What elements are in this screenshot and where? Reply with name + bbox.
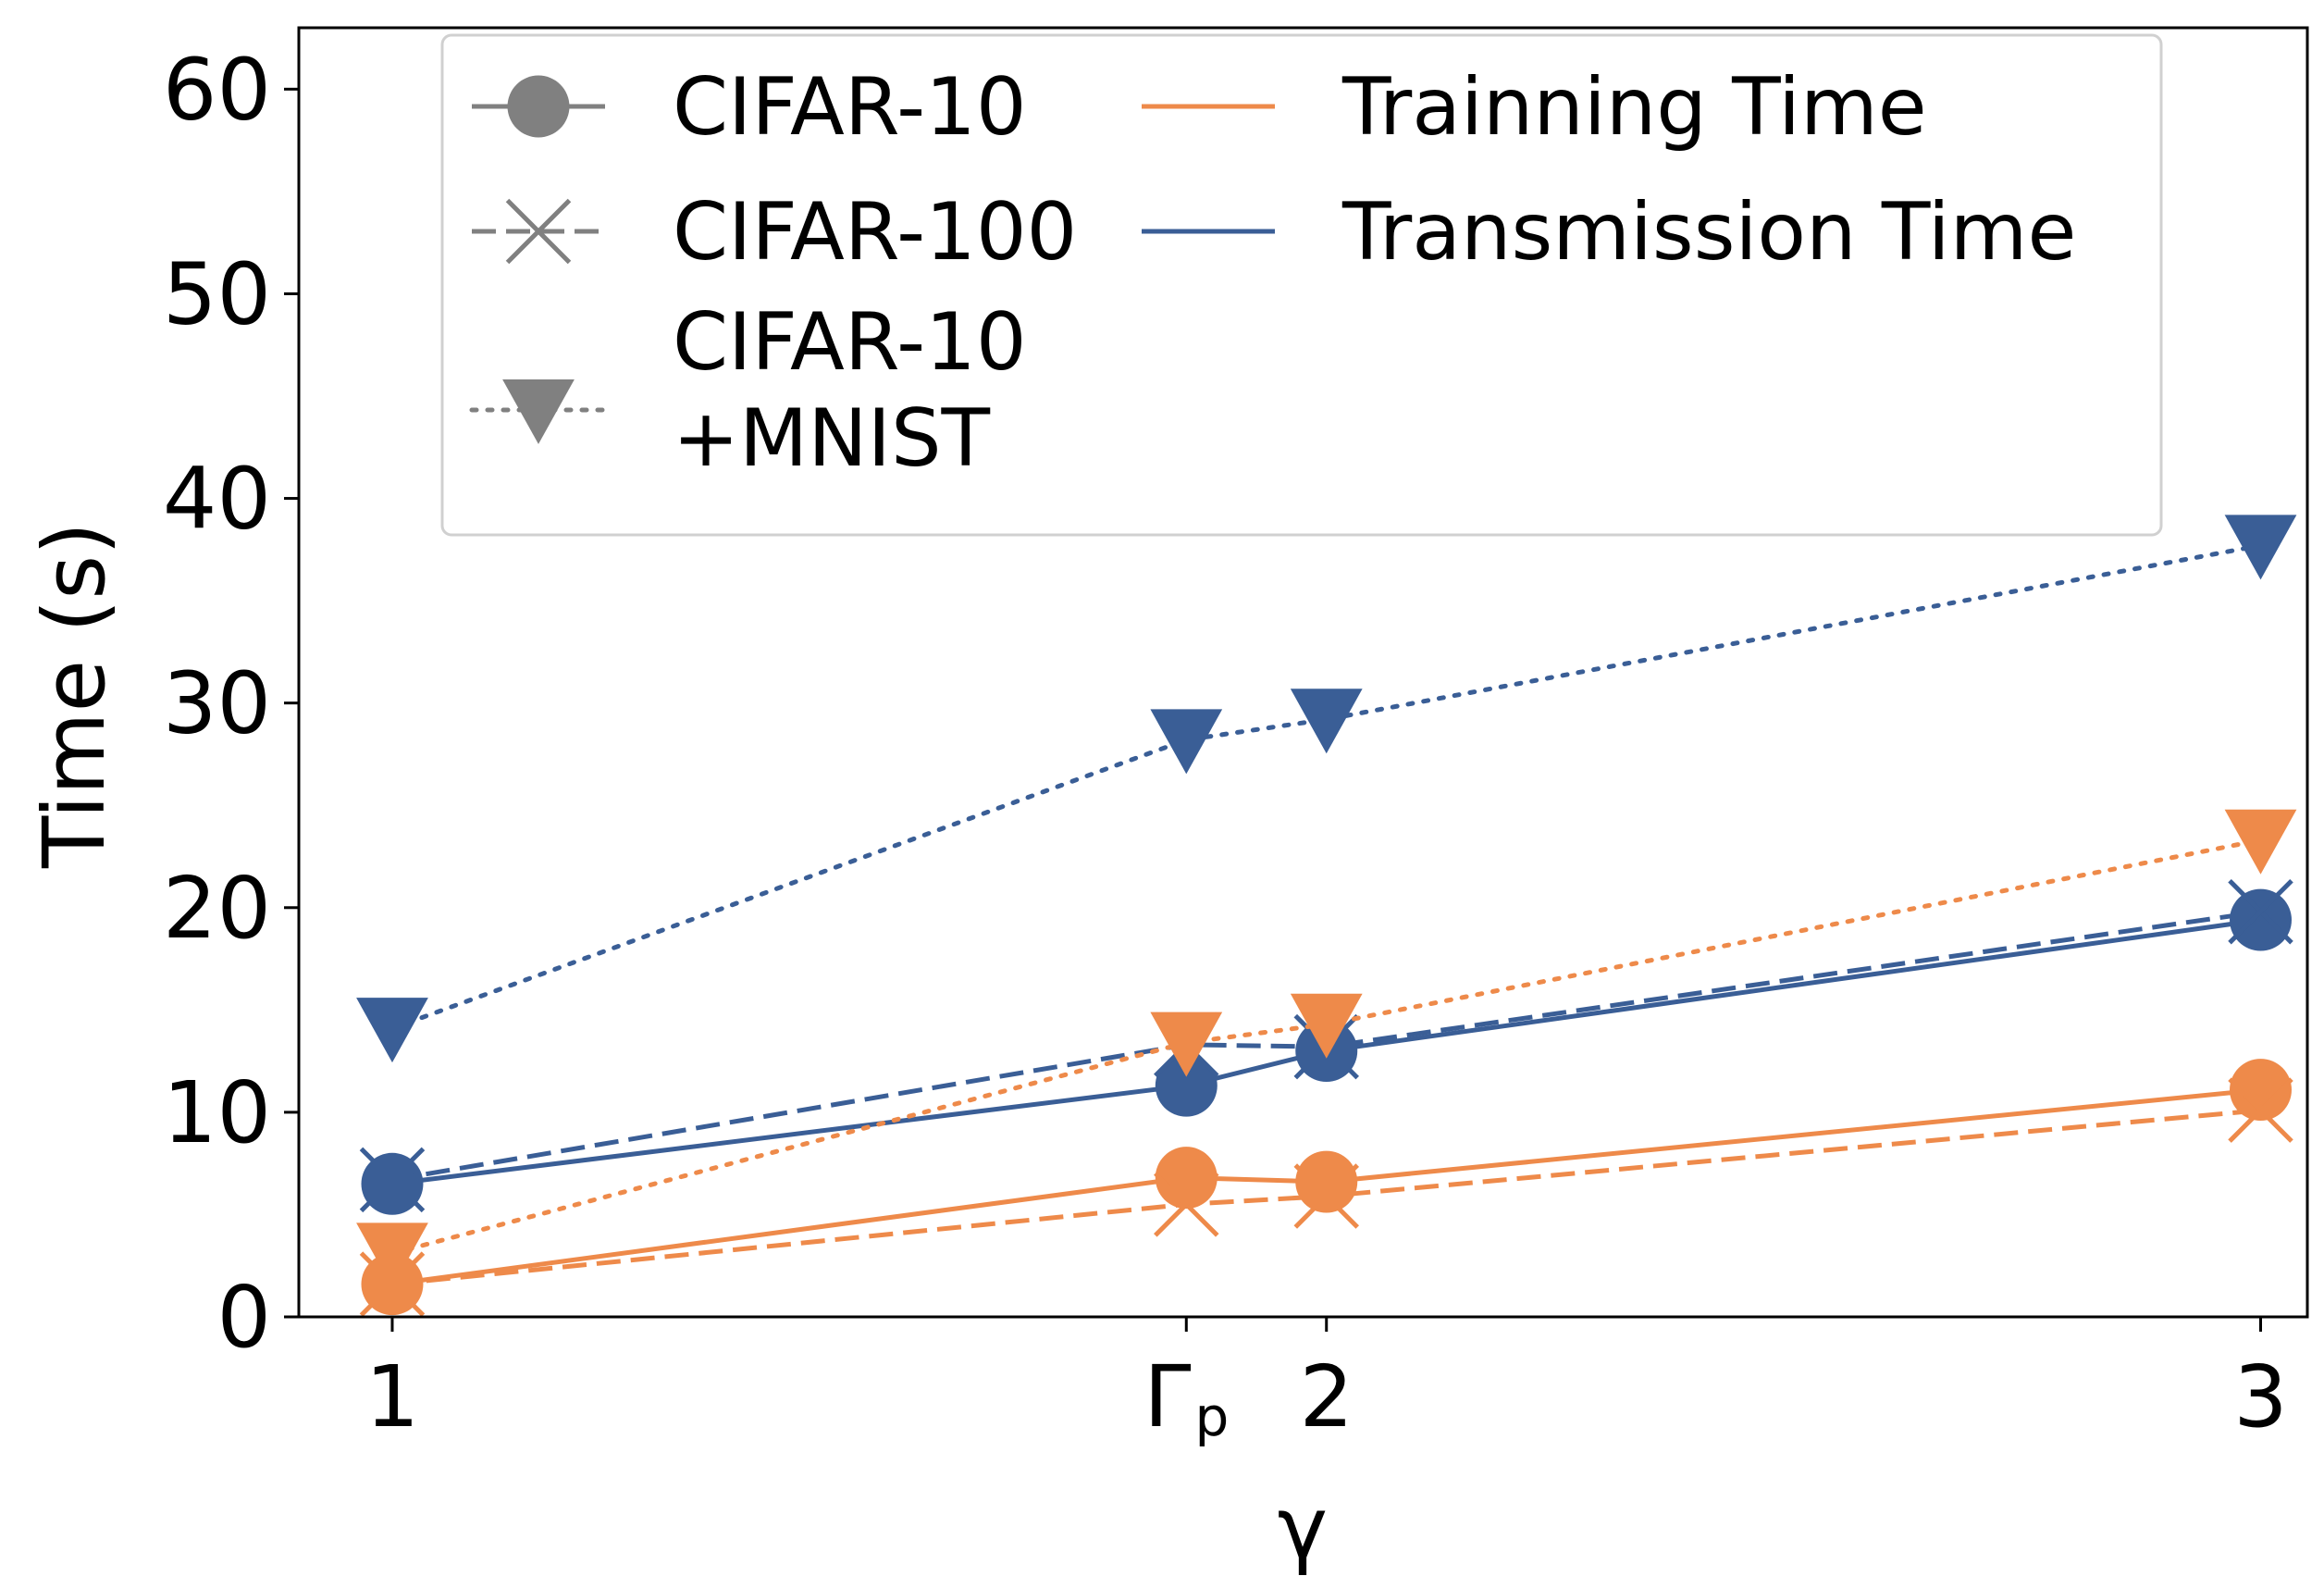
data-point [356, 998, 428, 1063]
legend-label: Trainning Time [1341, 61, 1927, 154]
series-line [389, 838, 2264, 1256]
y-tick-label: 10 [163, 1063, 271, 1162]
data-point [1293, 1163, 1359, 1229]
data-point [2230, 888, 2292, 951]
data-point [2228, 1077, 2293, 1143]
legend-item-metric-0: Trainning Time [1142, 61, 1927, 154]
data-point [2228, 878, 2293, 945]
data-point [359, 1147, 426, 1213]
data-point [1154, 1172, 1219, 1237]
plot-area [356, 515, 2297, 1317]
legend-marker [505, 198, 572, 265]
legend-item-metric-1: Transmission Time [1142, 186, 2076, 279]
y-tick-label: 50 [163, 244, 271, 343]
y-tick-label: 20 [163, 859, 271, 958]
y-tick-label: 30 [163, 654, 271, 753]
data-point [1150, 1011, 1223, 1077]
y-tick-label: 60 [163, 40, 271, 139]
series-line [391, 909, 2261, 1183]
legend-label-line2: +MNIST [673, 392, 991, 485]
legend-label: CIFAR-10 [673, 61, 1027, 154]
legend-item-dataset-2: CIFAR-10+MNIST [469, 296, 1027, 485]
data-point [1155, 1147, 1218, 1210]
x-axis-title: γ [1278, 1479, 1328, 1576]
legend-label: CIFAR-100 [673, 186, 1077, 279]
y-axis-title: Time (s) [25, 522, 124, 869]
x-tick-label: 3 [2233, 1347, 2288, 1446]
y-tick-label: 0 [216, 1268, 271, 1367]
series-line [391, 1108, 2261, 1287]
series-5 [356, 809, 2297, 1288]
data-point [2224, 515, 2297, 580]
legend-marker [507, 75, 570, 138]
x-tick-label: 1 [365, 1347, 420, 1446]
axes: 0 10 20 30 40 50 60 1 Γp 2 3 [163, 26, 2309, 1448]
data-point [2230, 1059, 2292, 1122]
series-0 [361, 888, 2292, 1215]
x-tick-label: Γp [1143, 1347, 1229, 1448]
data-point [1290, 689, 1363, 754]
data-point [1295, 1150, 1358, 1213]
series-line [391, 917, 2261, 1186]
y-tick-label: 40 [163, 450, 271, 549]
legend-item-dataset-0: CIFAR-10 [472, 61, 1027, 154]
data-point [356, 1222, 428, 1288]
data-point [2224, 809, 2297, 875]
legend-label: Transmission Time [1341, 186, 2076, 279]
legend-item-dataset-1: CIFAR-100 [472, 186, 1077, 279]
series-line [389, 542, 2264, 1031]
legend-box [440, 33, 2163, 537]
data-point [1290, 993, 1363, 1059]
x-tick-label: 2 [1299, 1347, 1354, 1446]
data-point [1155, 1054, 1218, 1117]
series-line [391, 1087, 2261, 1287]
plot-frame [297, 26, 2309, 1319]
legend: CIFAR-10CIFAR-100CIFAR-10+MNISTTrainning… [440, 33, 2163, 537]
legend-label: CIFAR-10 [673, 296, 1027, 389]
legend-marker [502, 378, 575, 444]
data-point [1150, 709, 1223, 775]
series-2 [356, 515, 2297, 1063]
data-point [361, 1152, 424, 1215]
